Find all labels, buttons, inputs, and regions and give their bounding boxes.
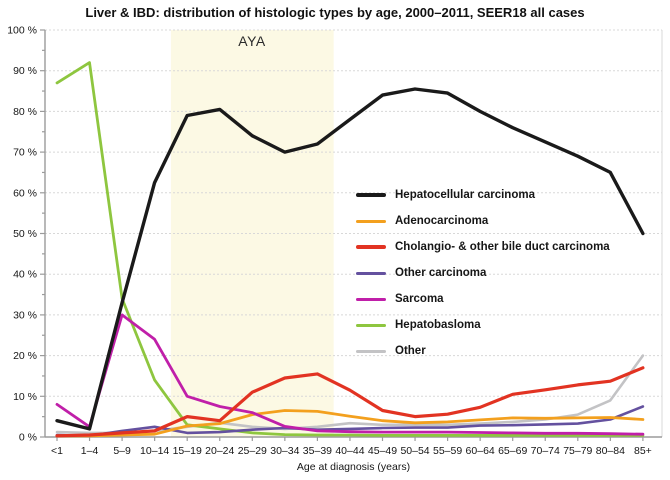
x-tick-label: 65–69 (498, 445, 527, 457)
series-line-other (55, 354, 645, 435)
y-tick-label: 50 % (13, 228, 37, 240)
series-line-adenocarcinoma (55, 409, 645, 438)
legend-item: Cholangio- & other bile duct carcinoma (356, 234, 610, 260)
x-tick-label: 80–84 (596, 445, 625, 457)
x-tick-label: 70–74 (531, 445, 560, 457)
legend-label: Adenocarcinoma (395, 215, 489, 227)
legend-swatch (356, 219, 386, 223)
x-axis-title: Age at diagnosis (years) (296, 461, 411, 473)
y-tick-label: 70 % (13, 147, 37, 159)
legend-item: Other carcinoma (356, 260, 610, 286)
legend-label: Other carcinoma (395, 267, 487, 279)
legend-swatch (356, 193, 386, 197)
x-tick-label: 85+ (634, 445, 652, 457)
legend-swatch (356, 297, 386, 301)
x-tick-label: 5–9 (113, 445, 131, 457)
chart-title: Liver & IBD: distribution of histologic … (85, 5, 585, 20)
y-tick-label: 80 % (13, 106, 37, 118)
series-line-sarcoma (55, 313, 645, 436)
legend-label: Cholangio- & other bile duct carcinoma (395, 241, 610, 253)
legend-label: Other (395, 345, 426, 357)
x-tick-label: 35–39 (303, 445, 332, 457)
legend-label: Hepatobasloma (395, 319, 481, 331)
y-tick-label: 20 % (13, 350, 37, 362)
legend-label: Hepatocellular carcinoma (395, 189, 535, 201)
x-tick-label: 45–49 (368, 445, 397, 457)
legend-item: Sarcoma (356, 286, 610, 312)
y-tick-label: 0 % (19, 432, 37, 444)
y-tick-label: 90 % (13, 65, 37, 77)
x-tick-label: 75–79 (563, 445, 592, 457)
y-tick-label: 10 % (13, 391, 37, 403)
x-tick-label: 25–29 (238, 445, 267, 457)
series-line-hepatobasloma (55, 61, 645, 437)
legend-swatch (356, 271, 386, 275)
y-tick-label: 30 % (13, 309, 37, 321)
x-tick-label: 40–44 (335, 445, 364, 457)
y-tick-label: 60 % (13, 187, 37, 199)
y-tick-label: 40 % (13, 269, 37, 281)
x-tick-label: 50–54 (400, 445, 429, 457)
chart-legend: Hepatocellular carcinoma Adenocarcinoma Ch… (356, 182, 610, 364)
legend-swatch (356, 323, 386, 327)
x-tick-label: 10–14 (140, 445, 169, 457)
series-line-cholangio-other-bile-duct-carcinoma (55, 366, 645, 438)
legend-swatch (356, 349, 386, 353)
x-tick-label: 20–24 (205, 445, 234, 457)
y-tick-label: 100 % (7, 25, 37, 37)
x-tick-label: 30–34 (270, 445, 299, 457)
x-tick-label: 1–4 (81, 445, 99, 457)
x-tick-label: 60–64 (466, 445, 495, 457)
legend-item: Hepatocellular carcinoma (356, 182, 610, 208)
aya-band-label: AYA (238, 33, 266, 49)
series-line-other-carcinoma (55, 405, 645, 438)
x-tick-label: 15–19 (173, 445, 202, 457)
legend-item: Adenocarcinoma (356, 208, 610, 234)
legend-label: Sarcoma (395, 293, 444, 305)
series-line-hepatocellular-carcinoma (55, 87, 645, 431)
x-tick-label: 55–59 (433, 445, 462, 457)
legend-item: Hepatobasloma (356, 312, 610, 338)
legend-item: Other (356, 338, 610, 364)
x-tick-label: <1 (51, 445, 63, 457)
legend-swatch (356, 245, 386, 249)
